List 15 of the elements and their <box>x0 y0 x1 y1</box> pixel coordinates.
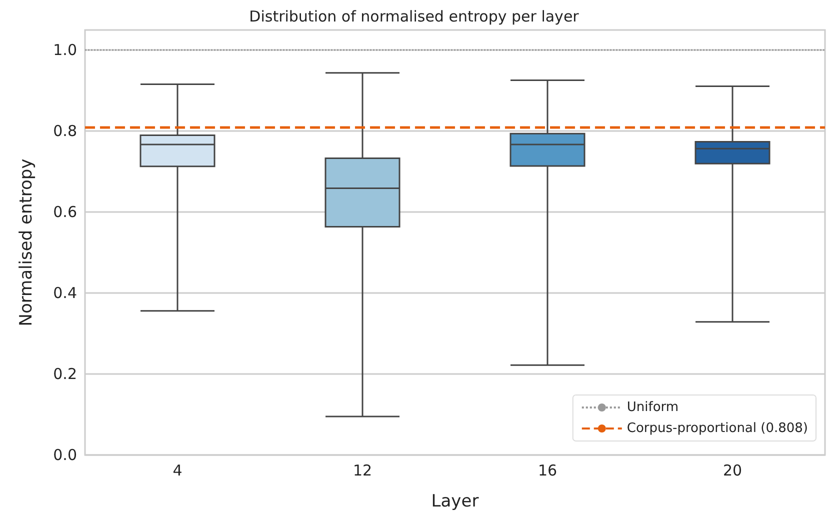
y-tick-label: 0.6 <box>53 203 77 222</box>
y-tick-label: 1.0 <box>53 41 77 60</box>
y-tick-label: 0.2 <box>53 365 77 384</box>
x-tick-label: 4 <box>172 462 182 480</box>
legend-label: Uniform <box>626 400 679 415</box>
legend-label: Corpus-proportional (0.808) <box>626 421 808 436</box>
x-tick-label: 12 <box>352 462 372 480</box>
chart-title: Distribution of normalised entropy per layer <box>249 8 580 26</box>
y-tick-label: 0.4 <box>53 284 77 302</box>
x-tick-label: 16 <box>538 462 558 480</box>
y-axis-title: Normalised entropy <box>16 158 36 326</box>
x-tick-label: 20 <box>722 462 742 480</box>
x-axis-title: Layer <box>431 492 479 512</box>
y-tick-label: 0.0 <box>53 446 77 464</box>
y-tick-label: 0.8 <box>53 122 77 140</box>
